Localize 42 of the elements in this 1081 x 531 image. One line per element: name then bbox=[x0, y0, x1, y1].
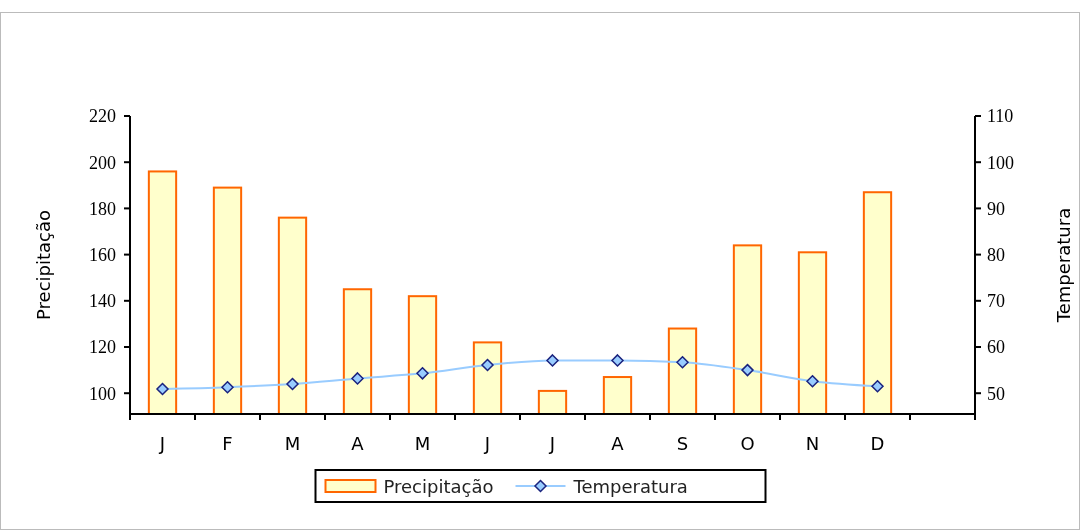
point bbox=[286, 377, 299, 391]
x-tick-label: M bbox=[284, 433, 301, 454]
point bbox=[546, 354, 559, 367]
y-tick-label: 120 bbox=[89, 337, 116, 358]
y2-tick-label: 80 bbox=[987, 244, 1005, 265]
point bbox=[871, 380, 884, 393]
point bbox=[741, 363, 754, 377]
point bbox=[676, 356, 689, 369]
x-tick-label: J bbox=[483, 433, 491, 454]
point bbox=[221, 380, 234, 394]
x-tick-label: F bbox=[222, 433, 233, 454]
point bbox=[611, 354, 624, 367]
x-tick-label: J bbox=[548, 433, 556, 454]
y-tick-label: 100 bbox=[89, 383, 116, 404]
point bbox=[481, 358, 494, 372]
point bbox=[416, 367, 429, 380]
y-tick-label: 160 bbox=[89, 244, 116, 265]
x-tick-label: D bbox=[870, 433, 885, 454]
y-tick-label: 140 bbox=[89, 291, 116, 312]
y-tick-label: 200 bbox=[89, 152, 116, 173]
point bbox=[351, 372, 364, 385]
x-tick-label: O bbox=[740, 433, 755, 454]
legend-label: Precipitação bbox=[383, 476, 494, 497]
x-tick-label: J bbox=[158, 433, 166, 454]
y2-tick-label: 110 bbox=[987, 106, 1014, 127]
x-tick-label: A bbox=[611, 433, 625, 454]
y2-tick-label: 90 bbox=[987, 198, 1005, 219]
y-tick-label: 220 bbox=[89, 106, 116, 127]
x-tick-label: M bbox=[414, 433, 431, 454]
legend-label: Temperatura bbox=[572, 476, 688, 497]
x-tick-label: A bbox=[351, 433, 365, 454]
y2-tick-label: 100 bbox=[987, 152, 1014, 173]
y-axis-title: Precipitação bbox=[33, 210, 54, 320]
y2-tick-label: 60 bbox=[987, 337, 1005, 358]
point bbox=[806, 374, 819, 388]
point bbox=[156, 382, 169, 396]
y2-tick-label: 70 bbox=[987, 291, 1005, 312]
y2-tick-label: 50 bbox=[987, 383, 1005, 404]
x-tick-label: N bbox=[805, 433, 820, 454]
y-tick-label: 180 bbox=[89, 198, 116, 219]
y2-axis-title: Temperatura bbox=[1053, 207, 1074, 324]
x-tick-label: S bbox=[676, 433, 689, 454]
